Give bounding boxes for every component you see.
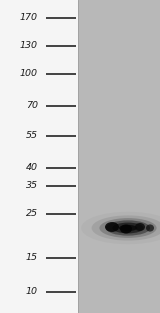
Text: 10: 10: [26, 288, 38, 296]
Text: 130: 130: [20, 42, 38, 50]
Bar: [78, 0, 160, 313]
Text: 100: 100: [20, 69, 38, 79]
Text: 15: 15: [26, 254, 38, 263]
Ellipse shape: [105, 222, 119, 232]
Bar: [0, 0, 78, 313]
Text: 35: 35: [26, 182, 38, 191]
Ellipse shape: [119, 225, 137, 231]
Ellipse shape: [99, 218, 157, 238]
Ellipse shape: [120, 224, 132, 233]
Ellipse shape: [146, 224, 154, 232]
Text: 170: 170: [20, 13, 38, 23]
Text: 40: 40: [26, 163, 38, 172]
Ellipse shape: [81, 212, 160, 244]
Text: 25: 25: [26, 209, 38, 218]
Ellipse shape: [92, 215, 160, 241]
Ellipse shape: [112, 223, 144, 233]
Ellipse shape: [106, 220, 150, 236]
Ellipse shape: [124, 227, 132, 229]
Text: 70: 70: [26, 101, 38, 110]
Ellipse shape: [135, 223, 145, 231]
Text: 55: 55: [26, 131, 38, 141]
